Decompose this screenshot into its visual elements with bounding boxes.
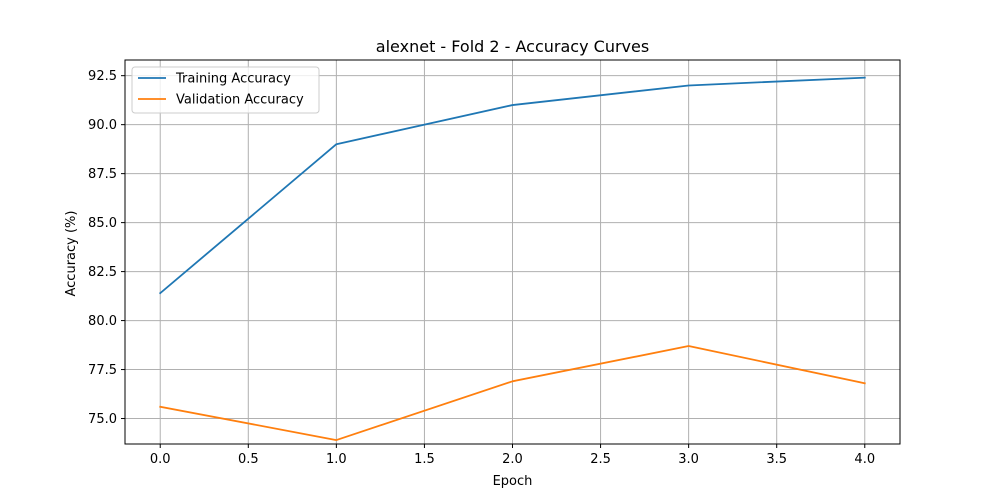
x-tick-label: 2.5 [590, 452, 611, 467]
y-tick-label: 87.5 [88, 167, 117, 182]
y-ticks: 75.0 77.5 80.0 82.5 85.0 87.5 90.0 92.5 [88, 69, 125, 427]
y-tick-label: 90.0 [88, 118, 117, 133]
x-tick-label: 4.0 [854, 452, 875, 467]
x-tick-label: 2.0 [502, 452, 523, 467]
x-tick-label: 0.5 [238, 452, 259, 467]
x-ticks: 0.0 0.5 1.0 1.5 2.0 2.5 3.0 3.5 4.0 [150, 444, 875, 467]
series-lines [158, 76, 866, 441]
legend-label-validation: Validation Accuracy [176, 93, 304, 108]
x-tick-label: 1.5 [414, 452, 435, 467]
chart-title: alexnet - Fold 2 - Accuracy Curves [376, 37, 649, 56]
x-axis-label: Epoch [493, 474, 533, 489]
x-tick-label: 3.5 [766, 452, 787, 467]
grid [125, 60, 900, 444]
validation-accuracy-line [159, 345, 866, 441]
y-tick-label: 80.0 [88, 314, 117, 329]
y-tick-label: 82.5 [88, 265, 117, 280]
y-tick-label: 77.5 [88, 363, 117, 378]
legend-box [131, 66, 320, 114]
y-tick-label: 75.0 [88, 412, 117, 427]
y-axis-label: Accuracy (%) [64, 211, 79, 297]
training-accuracy-line [158, 76, 866, 295]
y-tick-label: 92.5 [88, 69, 117, 84]
x-tick-label: 1.0 [326, 452, 347, 467]
legend: Training Accuracy Validation Accuracy [131, 66, 320, 114]
y-tick-label: 85.0 [88, 216, 117, 231]
x-tick-label: 0.0 [150, 452, 171, 467]
legend-label-training: Training Accuracy [175, 72, 291, 87]
x-tick-label: 3.0 [678, 452, 699, 467]
